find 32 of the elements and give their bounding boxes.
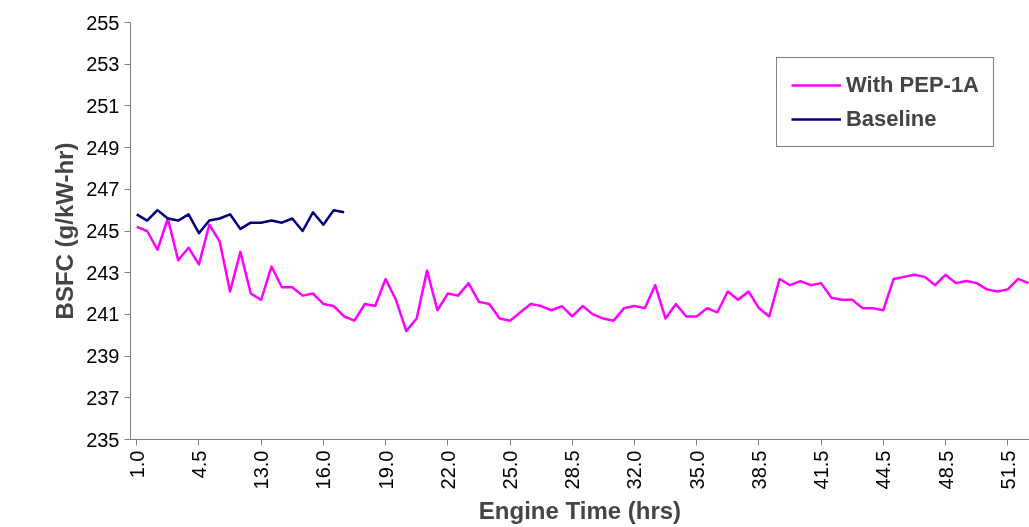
x-axis-title: Engine Time (hrs) [478,497,682,525]
y-tick-label: 241 [86,303,120,326]
y-tick-label: 251 [86,94,120,117]
legend-label: Baseline [845,106,937,132]
y-tick-label: 245 [86,220,120,242]
x-tick-label: 41.5 [810,450,833,490]
legend-label: With PEP-1A [845,72,979,98]
x-tick-label: 13.0 [250,450,273,490]
y-tick-label: 243 [86,261,120,284]
line-series [135,217,1029,333]
x-tick-label: 19.0 [374,450,397,490]
x-tick-label: 32.0 [623,450,646,490]
y-tick-label: 237 [86,386,120,409]
y-tick-label: 247 [86,178,120,201]
y-tick-label: 239 [86,345,120,368]
line-series [135,208,346,235]
x-tick-label: 22.0 [436,450,459,490]
x-tick-label: 4.5 [187,450,210,479]
x-tick-label: 35.0 [685,450,708,490]
y-tick-label: 255 [86,11,120,34]
x-tick-label: 16.0 [312,450,335,490]
x-tick-label: 38.5 [747,450,770,490]
x-tick-label: 44.5 [872,450,895,490]
x-tick-label: 48.5 [934,450,957,490]
y-tick-label: 253 [86,53,120,76]
y-tick-label: 235 [86,428,120,451]
x-tick-label: 51.5 [996,450,1019,490]
x-tick-label: 1.0 [125,450,148,479]
x-tick-label: 25.0 [499,450,522,490]
y-axis-title: BSFC (g/kW-hr) [51,142,79,320]
y-tick-label: 249 [86,136,120,159]
x-tick-label: 28.5 [561,450,584,490]
